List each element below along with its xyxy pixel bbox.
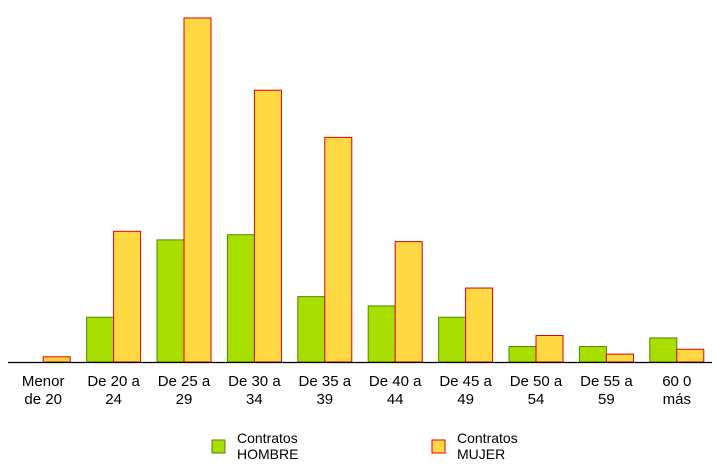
bar-series-2-cat-10 — [676, 348, 705, 363]
bars-group — [42, 17, 705, 363]
bar-series-2-cat-3 — [183, 17, 212, 363]
legend-swatch-series-1 — [211, 439, 226, 454]
bar-series-1-cat-4 — [226, 234, 255, 363]
bar-series-2-cat-2 — [113, 230, 142, 363]
bar-series-2-cat-7 — [465, 287, 494, 363]
bar-series-1-cat-3 — [156, 239, 185, 363]
bar-series-2-cat-1 — [42, 356, 71, 363]
bar-series-1-cat-7 — [438, 316, 467, 363]
x-tick-label: 60 0 más — [662, 373, 691, 408]
bar-series-2-cat-5 — [324, 136, 353, 363]
legend-label-series-2: Contratos MUJER — [457, 430, 518, 462]
x-tick-label: De 55 a 59 — [580, 373, 633, 408]
x-tick-label: De 40 a 44 — [369, 373, 422, 408]
x-tick-label: De 35 a 39 — [299, 373, 352, 408]
x-tick-label: De 50 a 54 — [510, 373, 563, 408]
x-tick-label: Menor de 20 — [22, 373, 65, 408]
x-tick-label: De 30 a 34 — [228, 373, 281, 408]
bar-series-1-cat-9 — [578, 346, 607, 363]
bar-series-1-cat-6 — [367, 305, 396, 363]
bar-series-1-cat-8 — [508, 346, 537, 363]
bar-series-2-cat-8 — [535, 335, 564, 363]
bar-series-2-cat-9 — [605, 353, 634, 363]
legend: Contratos HOMBRE Contratos MUJER — [211, 430, 518, 462]
x-tick-label: De 25 a 29 — [158, 373, 211, 408]
x-tick-label: De 20 a 24 — [87, 373, 140, 408]
x-tick-labels: Menor de 20 De 20 a 24 De 25 a 29 De 30 a 34 De … — [22, 373, 691, 408]
bar-series-1-cat-10 — [649, 337, 678, 363]
bar-series-1-cat-5 — [297, 296, 326, 363]
bar-series-1-cat-2 — [86, 316, 115, 363]
legend-swatch-series-2 — [431, 439, 446, 454]
x-tick-label: De 45 a 49 — [439, 373, 492, 408]
bar-series-2-cat-6 — [394, 241, 423, 363]
bar-series-2-cat-4 — [253, 89, 282, 363]
legend-label-series-1: Contratos HOMBRE — [237, 430, 298, 462]
